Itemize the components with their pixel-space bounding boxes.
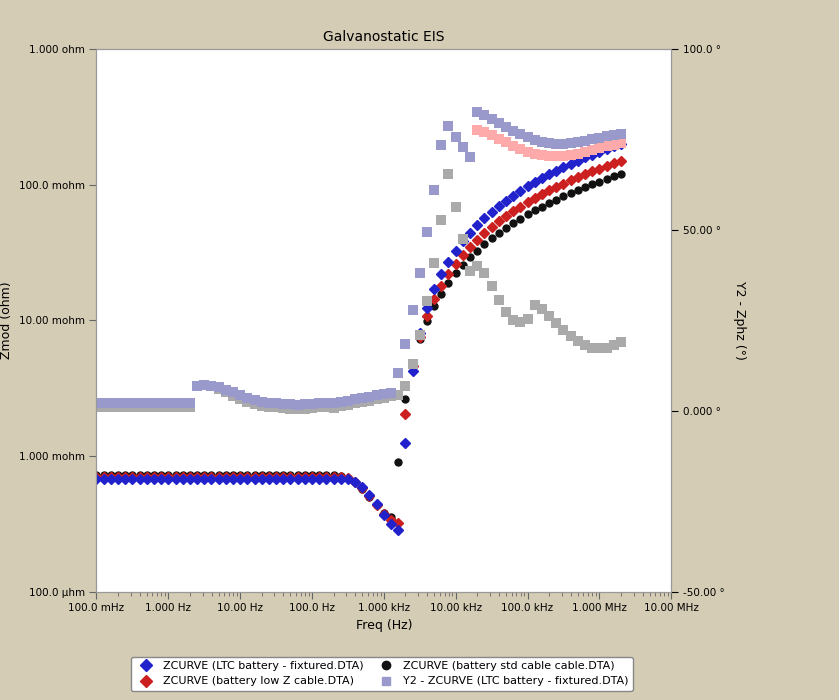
Y-axis label: Y2 - Zphz (°): Y2 - Zphz (°)	[732, 281, 746, 360]
Title: Galvanostatic EIS: Galvanostatic EIS	[323, 29, 445, 43]
Y-axis label: Zmod (ohm): Zmod (ohm)	[0, 281, 13, 359]
X-axis label: Freq (Hz): Freq (Hz)	[356, 619, 412, 632]
Legend: ZCURVE (LTC battery - fixtured.DTA), ZCURVE (battery low Z cable.DTA), ZCURVE (b: ZCURVE (LTC battery - fixtured.DTA), ZCU…	[131, 657, 633, 691]
